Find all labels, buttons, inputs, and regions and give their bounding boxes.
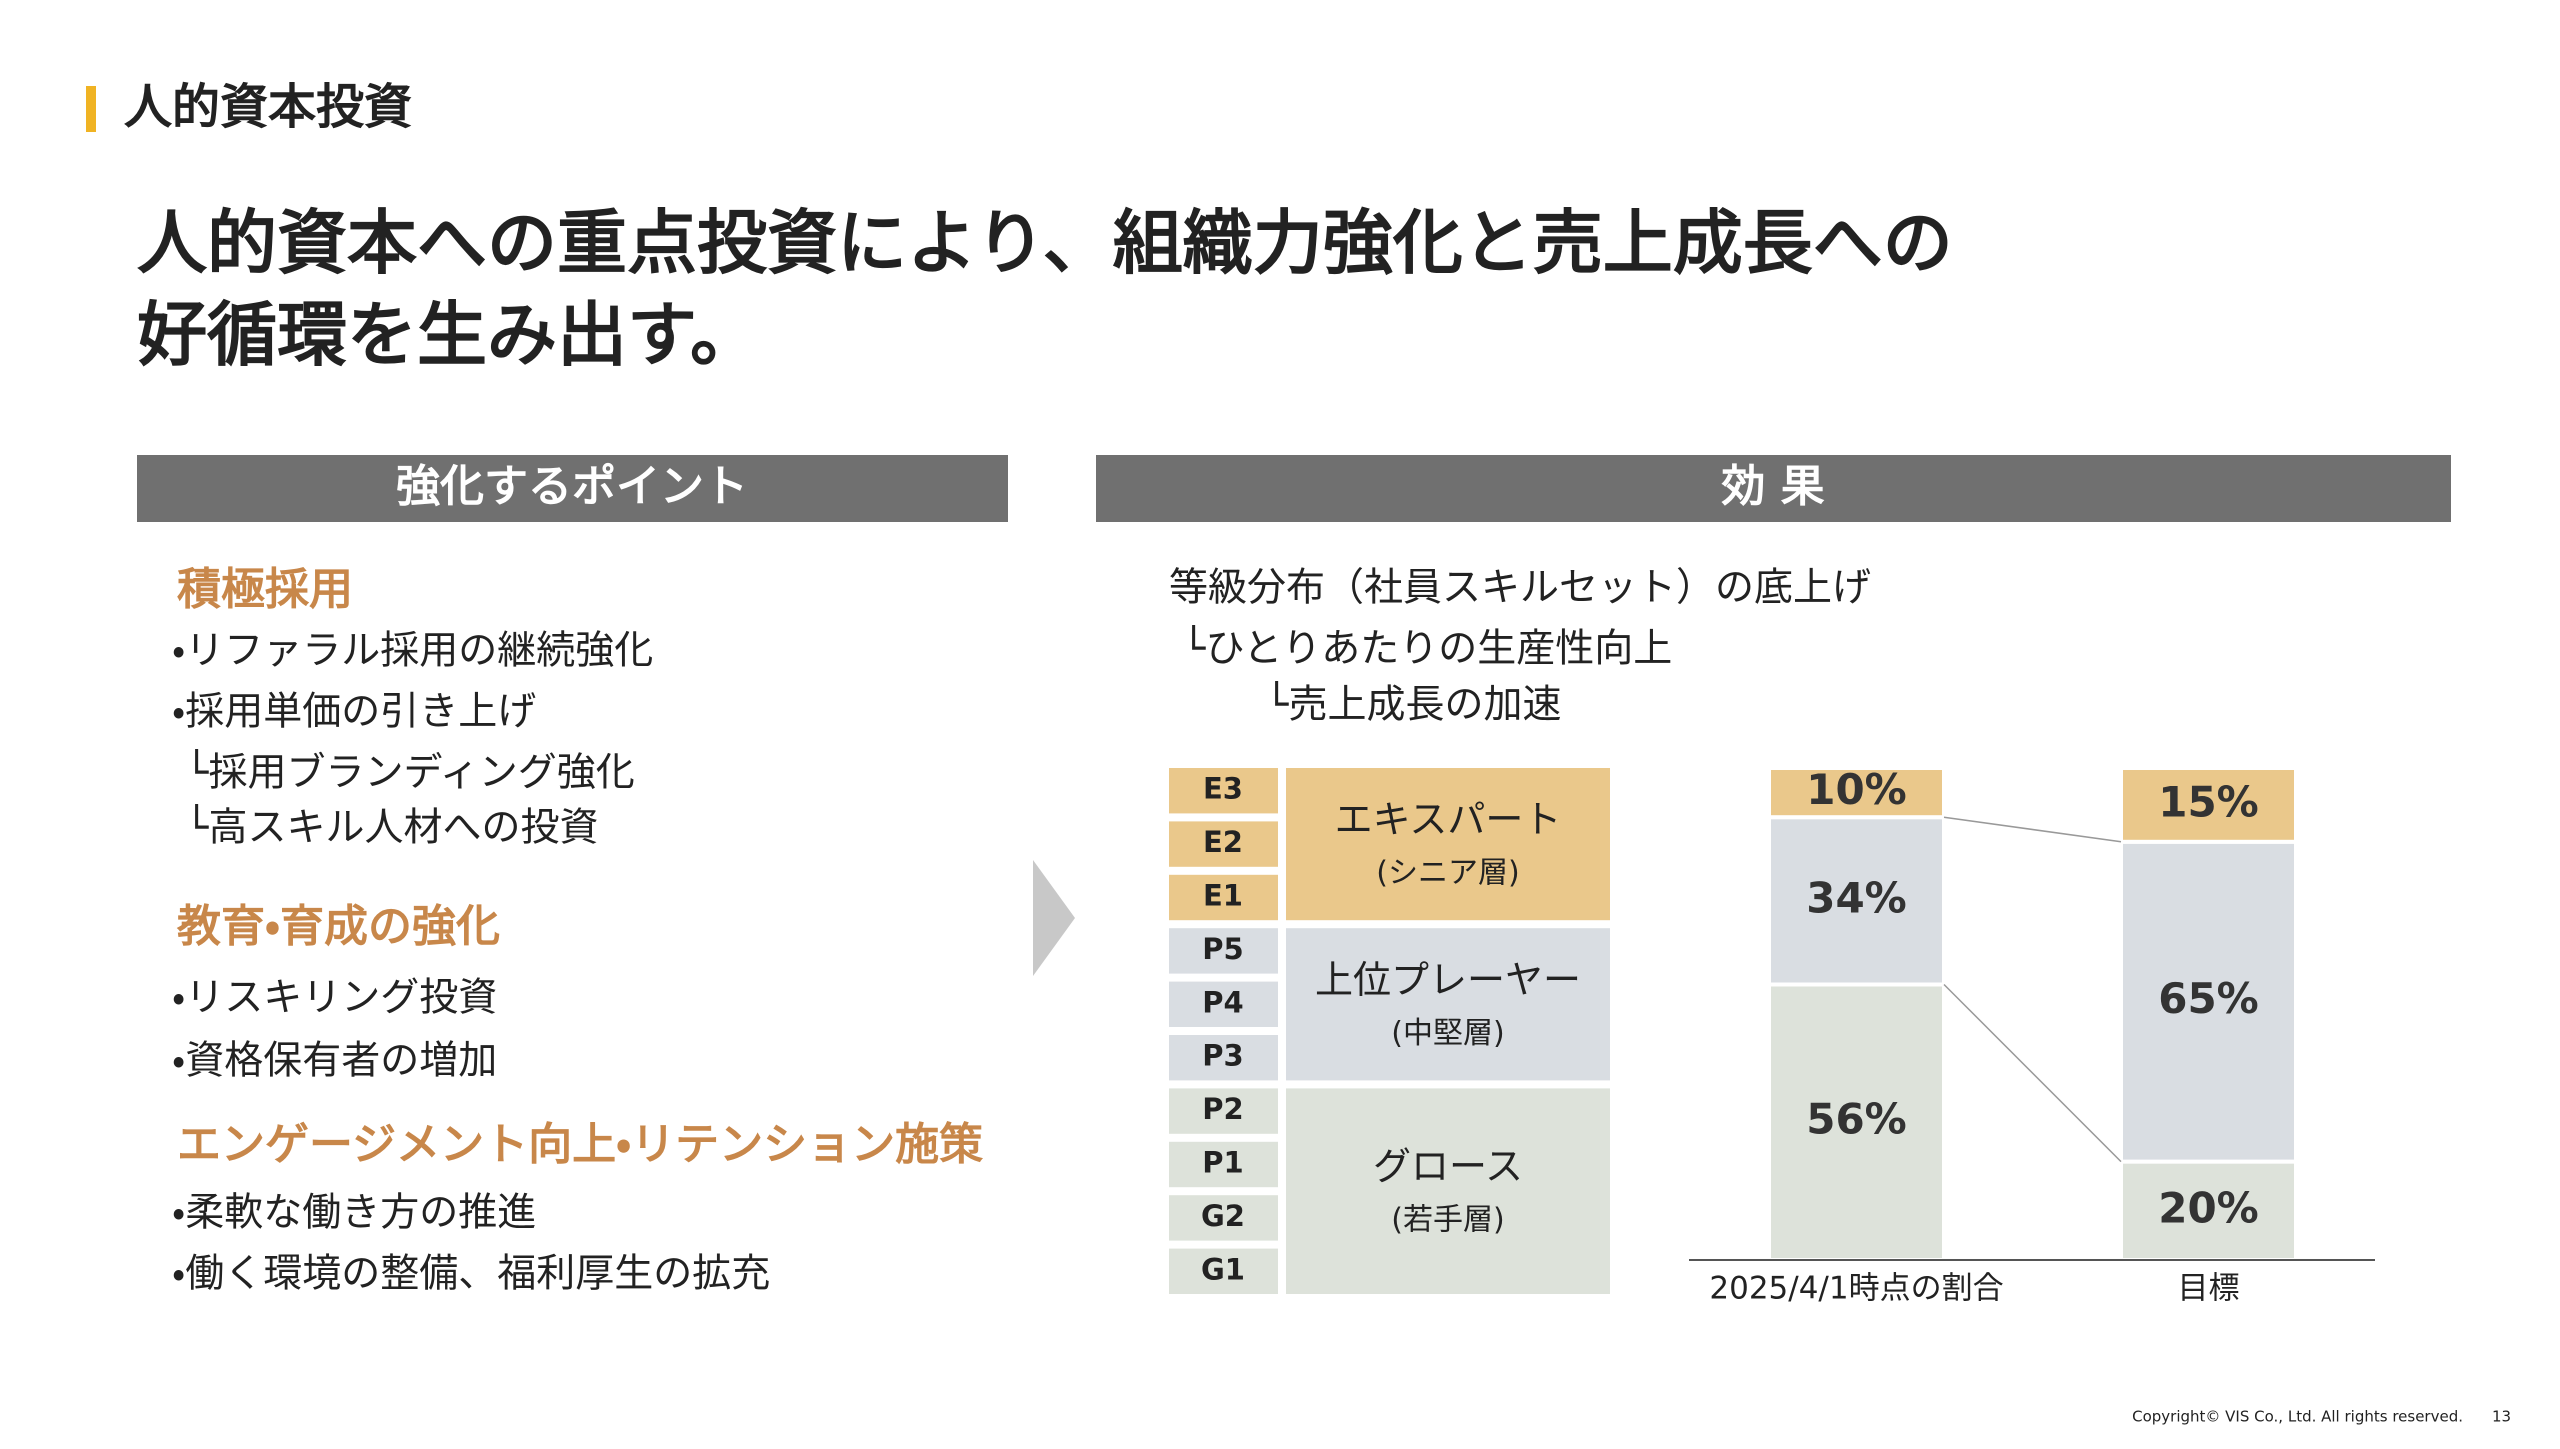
- section-title: 人的資本投資: [124, 79, 412, 135]
- grade-box: [1169, 1141, 1278, 1188]
- right-heading-bar: [1096, 455, 2451, 522]
- grade-label: E2: [1203, 825, 1243, 859]
- grade-box: [1169, 1088, 1278, 1134]
- bar-segment: [1767, 982, 1946, 1262]
- group-item: ・リファラル採用の継続強化: [172, 629, 653, 674]
- grade-box: [1169, 981, 1278, 1027]
- value-label: 15%: [2158, 777, 2259, 826]
- connector: [1943, 816, 2122, 843]
- group-item: └採用ブランディング強化: [185, 749, 635, 796]
- value-label: 65%: [2158, 974, 2259, 1023]
- group-title: エンゲージメント向上・リテンション施策: [177, 1119, 983, 1170]
- band-sub: (若手層): [1391, 1203, 1504, 1238]
- bar-segment: [2119, 839, 2298, 1164]
- grade-box: [1169, 1035, 1278, 1081]
- band-name: 上位プレーヤー: [1315, 958, 1581, 1002]
- bar-segment: [2119, 1159, 2298, 1262]
- band-sub: (中堅層): [1391, 1016, 1504, 1051]
- title-line: 人的資本への重点投資により、組織力強化と売上成長への: [137, 202, 1953, 284]
- group-title: 積極採用: [177, 564, 353, 615]
- grade-band: [1286, 768, 1610, 921]
- value-label: 20%: [2158, 1183, 2259, 1232]
- connector: [1943, 983, 2122, 1163]
- grade-band: [1286, 1088, 1610, 1294]
- grade-label: E3: [1203, 772, 1243, 806]
- bar-segment: [1767, 766, 1946, 820]
- bar-segment: [2119, 766, 2298, 844]
- left-heading: 強化するポイント: [396, 461, 748, 512]
- band-name: グロース: [1373, 1145, 1523, 1189]
- effect-line: 等級分布（社員スキルセット）の底上げ: [1169, 566, 1871, 611]
- grade-label: P1: [1202, 1146, 1243, 1180]
- grade-label: G1: [1201, 1252, 1245, 1286]
- grade-box: [1169, 768, 1278, 814]
- group-item: ・リスキリング投資: [172, 976, 497, 1021]
- grade-label: G2: [1201, 1199, 1245, 1233]
- grade-label: P4: [1202, 985, 1243, 1019]
- grade-label: P3: [1202, 1039, 1243, 1073]
- effect-line: └ひとりあたりの生産性向上: [1182, 625, 1672, 672]
- grade-band: [1286, 928, 1610, 1081]
- arrow: [1033, 860, 1075, 976]
- group-title: 教育・育成の強化: [176, 901, 500, 952]
- grade-box: [1169, 928, 1278, 974]
- band-name: エキスパート: [1335, 798, 1562, 842]
- group-item: ・働く環境の整備、福利厚生の拡充: [172, 1252, 770, 1297]
- effect-line: └売上成長の加速: [1265, 681, 1561, 728]
- page-number: 13: [2492, 1408, 2511, 1426]
- value-label: 56%: [1806, 1095, 1907, 1144]
- category-label: 目標: [2178, 1271, 2240, 1307]
- grade-box: [1169, 874, 1278, 921]
- grade-box: [1169, 821, 1278, 867]
- grade-label: P5: [1202, 932, 1243, 966]
- group-item: ・柔軟な働き方の推進: [172, 1191, 536, 1236]
- value-label: 34%: [1806, 873, 1907, 922]
- group-item: ・資格保有者の増加: [172, 1039, 497, 1084]
- group-item: └高スキル人材への投資: [185, 804, 598, 851]
- title-line: 好循環を生み出す。: [137, 294, 760, 376]
- left-heading-bar: [137, 455, 1008, 522]
- grade-box: [1169, 1248, 1278, 1294]
- group-item: ・採用単価の引き上げ: [172, 690, 536, 735]
- section-marker: [86, 86, 96, 132]
- category-label: 2025/4/1時点の割合: [1709, 1271, 2003, 1307]
- band-sub: (シニア層): [1376, 856, 1519, 891]
- copyright: Copyright© VIS Co., Ltd. All rights rese…: [2132, 1408, 2463, 1426]
- grade-box: [1169, 1195, 1278, 1241]
- grade-label: P2: [1202, 1092, 1243, 1126]
- value-label: 10%: [1806, 765, 1907, 814]
- grade-label: E1: [1203, 879, 1243, 913]
- right-heading: 効 果: [1721, 461, 1824, 512]
- bar-segment: [1767, 815, 1946, 987]
